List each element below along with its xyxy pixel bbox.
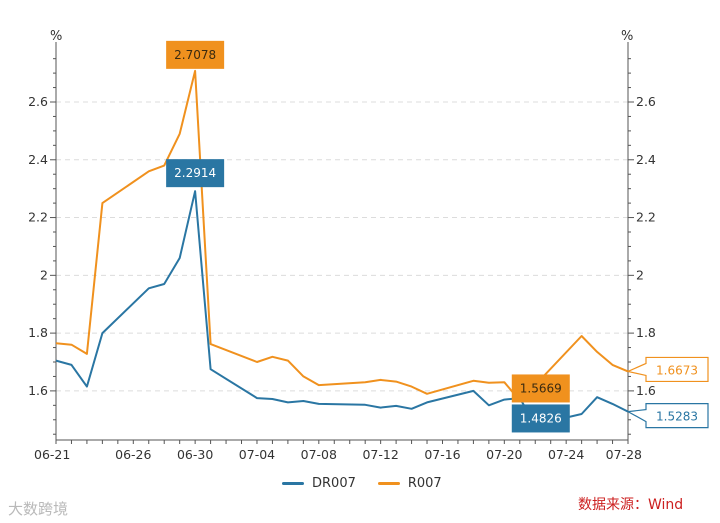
x-tick-label: 07-24	[548, 447, 584, 462]
legend-item-dr007[interactable]: DR007	[282, 476, 356, 491]
callout-box-dr007-low	[511, 404, 570, 433]
value-callouts: 2.7078 2.2914 1.5669 1.4826 1.6673 1.5283	[166, 40, 709, 433]
legend-swatch-dr007	[282, 482, 304, 485]
x-tick-label: 07-08	[301, 447, 337, 462]
y-unit-left: %	[50, 29, 62, 44]
series-lines	[55, 69, 629, 426]
y-tick-label-left: 1.8	[28, 325, 48, 340]
legend-swatch-r007	[377, 482, 400, 485]
x-tick-label: 07-04	[239, 447, 275, 462]
callout-box-r007-peak	[166, 40, 225, 69]
y-tick-label-right: 2.2	[636, 210, 656, 225]
y-tick-label-right: 2.4	[636, 152, 656, 167]
legend-item-r007[interactable]: R007	[377, 476, 442, 491]
x-tick-label: 06-21	[34, 447, 70, 462]
y-tick-label-left: 2	[40, 267, 48, 282]
grid-lines	[56, 101, 628, 392]
callout-label-dr007-low: 1.4826	[520, 411, 562, 425]
callout-box-r007-low	[511, 374, 570, 403]
watermark: 大数跨境	[8, 500, 69, 518]
legend-label-r007: R007	[407, 476, 442, 491]
y-axis-right: 1.6 1.8 2 2.2 2.4 2.6	[628, 58, 656, 435]
legend-label-dr007: DR007	[312, 476, 356, 491]
y-tick-label-right: 1.6	[636, 383, 656, 398]
legend: DR007 R007	[282, 476, 442, 491]
y-axis-left: 1.6 1.8 2 2.2 2.4 2.6	[28, 58, 56, 435]
data-source-note: 数据来源：Wind	[578, 497, 684, 513]
callout-label-dr007-last: 1.5283	[656, 410, 698, 424]
x-axis: 06-21 06-26 06-30 07-04 07-08 07-12 07-16 07-20…	[34, 440, 642, 462]
y-tick-label-left: 2.2	[28, 210, 48, 225]
y-tick-label-left: 2.4	[28, 152, 48, 167]
y-tick-label-left: 2.6	[28, 94, 48, 109]
y-tick-label-right: 2.6	[636, 94, 656, 109]
x-tick-label: 06-26	[115, 447, 151, 462]
callout-label-r007-last: 1.6673	[656, 363, 698, 377]
x-tick-label: 07-20	[486, 447, 522, 462]
x-tick-label: 07-16	[424, 447, 460, 462]
x-tick-label: 06-30	[177, 447, 213, 462]
callout-box-dr007-last	[626, 403, 709, 429]
axes	[55, 42, 629, 441]
y-tick-label-left: 1.6	[28, 383, 48, 398]
callout-label-r007-peak: 2.7078	[174, 48, 216, 62]
y-unit-right: %	[621, 29, 633, 44]
callout-box-dr007-peak	[166, 159, 225, 188]
callout-label-r007-low: 1.5669	[520, 381, 562, 395]
callout-box-r007-last	[626, 356, 709, 383]
x-tick-label: 07-12	[362, 447, 398, 462]
series-line-r007	[55, 69, 629, 402]
y-tick-label-right: 1.8	[636, 325, 656, 340]
y-tick-label-right: 2	[636, 267, 644, 282]
callout-label-dr007-peak: 2.2914	[174, 166, 216, 180]
x-tick-label: 07-28	[606, 447, 642, 462]
